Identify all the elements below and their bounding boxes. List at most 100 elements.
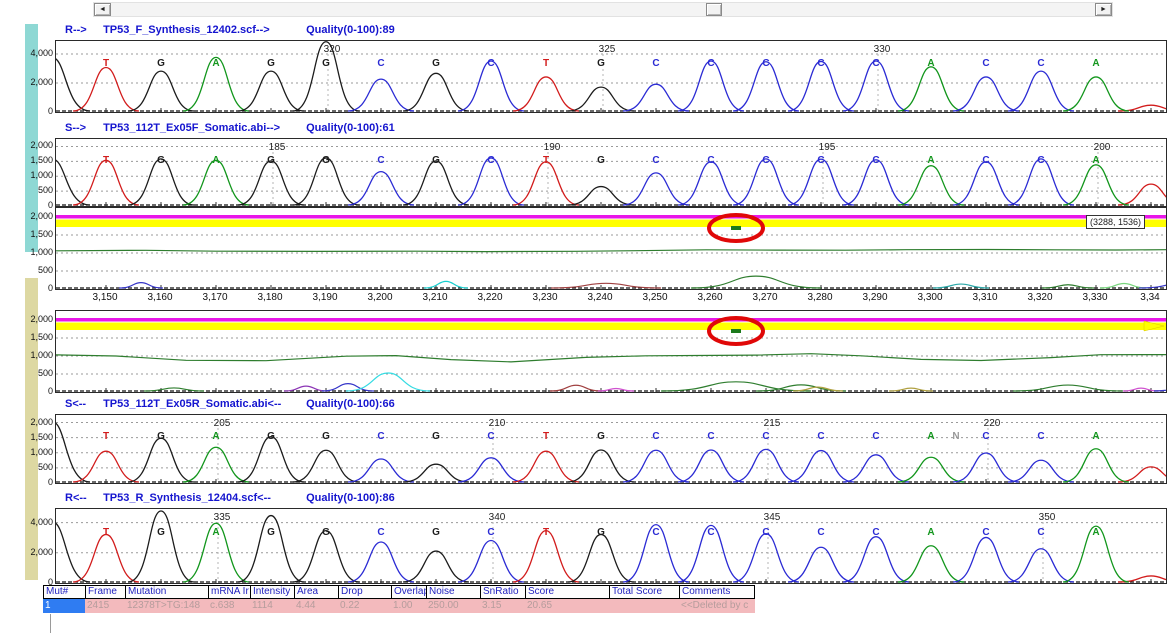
scroll-right-icon[interactable]: ► <box>1095 3 1112 16</box>
peak-path <box>72 66 140 112</box>
trace1-header: R--> TP53_F_Synthesis_12402.scf--> Quali… <box>65 24 395 38</box>
partial-peak-path <box>1117 575 1166 583</box>
base-call-letter: C <box>872 155 879 166</box>
peak-path <box>512 161 580 206</box>
x-tick-label: 3,150 <box>92 292 118 303</box>
peak-path <box>512 450 580 483</box>
y-tick-label: 1,500 <box>30 332 53 342</box>
base-call-letter: G <box>157 431 165 442</box>
base-call-letter: C <box>377 58 384 69</box>
partial-peak-path <box>1117 104 1166 112</box>
x-tick-label: 3,320 <box>1027 292 1053 303</box>
table-cell[interactable] <box>609 599 679 613</box>
scrollbar-thumb[interactable] <box>706 3 722 16</box>
noise-bump <box>1138 284 1166 289</box>
chromatogram-panel-4[interactable]: T G A G G C G C T G C C C C C A C C A 335 340 345 350 <box>55 508 1167 584</box>
base-call-letter: T <box>543 155 549 166</box>
position-label: 190 <box>544 142 561 153</box>
peak-path <box>787 546 855 583</box>
scroll-left-icon[interactable]: ◄ <box>94 3 111 16</box>
table-cell[interactable]: 1114 <box>250 599 294 613</box>
base-call-letter: N <box>952 431 959 442</box>
peak-path <box>897 456 965 483</box>
y-tick-label: 1,000 <box>30 446 53 457</box>
table-cell[interactable]: 4.44 <box>294 599 338 613</box>
table-cell[interactable]: <<Deleted by c <box>679 599 755 613</box>
table-header-cell[interactable]: Comments <box>679 585 755 599</box>
table-cell[interactable]: 250.00 <box>426 599 480 613</box>
peak-path <box>402 72 470 112</box>
y-tick-label: 4,000 <box>30 516 53 527</box>
horizontal-scrollbar[interactable]: ◄ ► <box>93 2 1113 17</box>
base-call-letter: T <box>103 155 109 166</box>
peak-path <box>732 61 800 112</box>
x-tick-label: 3,190 <box>312 292 338 303</box>
grid-line <box>50 614 51 633</box>
table-cell[interactable]: 12378T>TG:148 <box>125 599 208 613</box>
table-cell[interactable]: 3.15 <box>480 599 525 613</box>
table-header-cell[interactable]: Noise <box>426 585 480 599</box>
table-header-cell[interactable]: Total Score <box>609 585 679 599</box>
y-tick-label: 0 <box>47 106 53 116</box>
y-tick-label: 4,000 <box>30 48 53 59</box>
peak-path <box>677 524 745 583</box>
x-tick-label: 3,180 <box>257 292 283 303</box>
base-call-letter: G <box>157 527 165 538</box>
trace3-filename: TP53_112T_Ex05R_Somatic.abi<-- <box>103 398 282 410</box>
peak-path <box>732 533 800 583</box>
peak-path <box>127 70 195 112</box>
x-tick-label: 3,300 <box>917 292 943 303</box>
peak-path <box>127 437 195 483</box>
table-header-cell[interactable]: Overlap <box>391 585 426 599</box>
y-tick-label: 2,000 <box>30 416 53 427</box>
table-cell[interactable]: 0.22 <box>338 599 391 613</box>
base-call-letter: C <box>487 527 494 538</box>
table-cell[interactable]: 1.00 <box>391 599 426 613</box>
noise-bump <box>550 282 662 289</box>
table-cell-selected[interactable]: 1 <box>43 599 85 613</box>
table-cell[interactable]: 20.65 <box>525 599 609 613</box>
base-call-letter: C <box>762 431 769 442</box>
x-tick-label: 3,200 <box>367 292 393 303</box>
y-tick-label: 0 <box>47 200 53 210</box>
base-call-letter: C <box>762 58 769 69</box>
peak-path <box>842 454 910 483</box>
peak-path <box>182 159 250 206</box>
table-cell[interactable]: 2415 <box>85 599 125 613</box>
mutation-table: Mut# Frame Mutation mRNA Ir Intensity Area Dro… <box>43 585 755 613</box>
table-header-cell[interactable]: SnRatio <box>480 585 525 599</box>
table-cell[interactable]: c.638 <box>208 599 250 613</box>
peak-path <box>677 161 745 206</box>
table-header-cell[interactable]: Frame <box>85 585 125 599</box>
chromatogram-panel-2[interactable]: T G A G G C G C T G C C C C C A C C A 185 190 195 200 <box>55 138 1167 207</box>
base-call-letter: C <box>652 155 659 166</box>
table-header-cell[interactable]: Score <box>525 585 609 599</box>
table-header-cell[interactable]: Drop <box>338 585 391 599</box>
y-tick-label: 2,000 <box>30 140 53 151</box>
base-call-letter: C <box>762 527 769 538</box>
yellow-band-arrow <box>1143 320 1165 332</box>
difference-panel-2[interactable] <box>55 310 1167 393</box>
peak-path <box>402 463 470 483</box>
chromatogram-panel-1[interactable]: T G A G G C G C T G C C C C C A C C A 320 325 330 <box>55 40 1167 113</box>
table-header-cell[interactable]: Mutation <box>125 585 208 599</box>
chromatogram-panel-3[interactable]: T G A G G C G C T G C C C C C A N C C A 205 210 215 220 <box>55 414 1167 484</box>
table-header-cell[interactable]: Intensity <box>250 585 294 599</box>
difference-panel-1[interactable] <box>55 207 1167 290</box>
trace4-filename: TP53_R_Synthesis_12404.scf<-- <box>103 492 271 504</box>
table-header-cell[interactable]: Area <box>294 585 338 599</box>
base-call-letter: G <box>432 58 440 69</box>
noise-bump <box>345 372 431 392</box>
trace4-direction: R<-- <box>65 492 87 504</box>
position-label: 350 <box>1039 512 1056 523</box>
x-tick-label: 3,34 <box>1140 292 1160 303</box>
table-header-cell[interactable]: mRNA Ir <box>208 585 250 599</box>
mutation-table-row[interactable]: 1 2415 12378T>TG:148 c.638 1114 4.44 0.22 1.00 2… <box>43 599 755 613</box>
partial-peak-path <box>1117 466 1166 483</box>
table-header-cell[interactable]: Mut# <box>43 585 85 599</box>
y-tick-label: 500 <box>37 265 53 275</box>
base-call-letter: C <box>377 527 384 538</box>
base-call-letter: C <box>872 431 879 442</box>
difference-svg <box>56 316 1166 392</box>
trace3-header: S<-- TP53_112T_Ex05R_Somatic.abi<-- Qual… <box>65 398 395 412</box>
